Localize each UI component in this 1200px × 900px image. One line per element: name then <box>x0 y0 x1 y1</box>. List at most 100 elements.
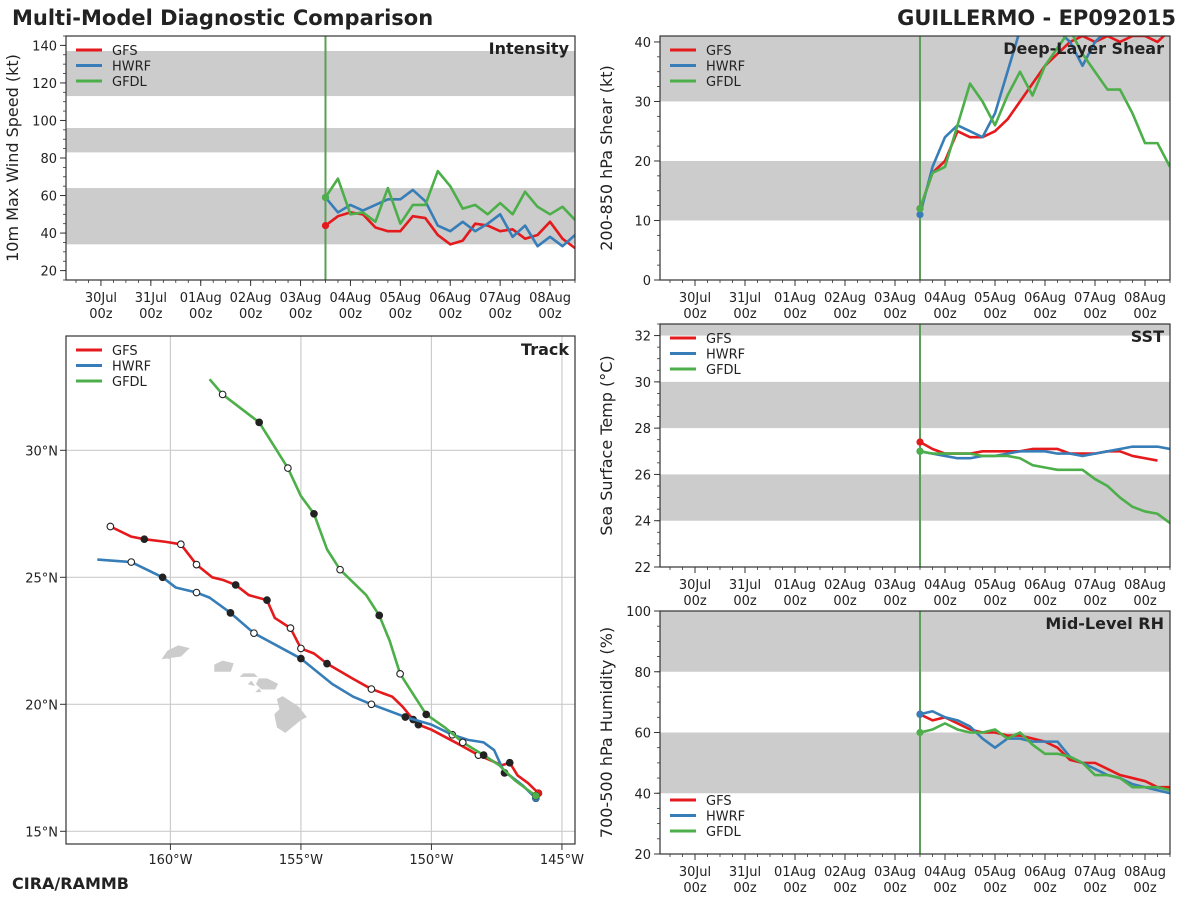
panel-title: Mid-Level RH <box>1045 614 1164 633</box>
series-group <box>916 709 1170 795</box>
x-tick-label: 31Jul <box>729 865 761 880</box>
x-tick-label: 03Aug <box>280 291 322 306</box>
panel-frame <box>65 35 576 281</box>
y-tick-label: 30 <box>634 95 651 110</box>
x-tick-label: 00z <box>1033 307 1057 322</box>
x-tick-label: 07Aug <box>1074 578 1116 593</box>
series-group <box>916 36 1170 219</box>
series-group <box>916 438 1170 525</box>
x-tick-label: 06Aug <box>1024 865 1066 880</box>
x-tick-label: 01Aug <box>774 291 816 306</box>
series-start-point-gfdl <box>916 204 924 213</box>
x-tick-label: 31Jul <box>135 291 167 306</box>
track-marker-gfdl <box>396 669 404 678</box>
storm-name: GUILLERMO - EP092015 <box>897 6 1176 30</box>
x-tick-label: 00z <box>1033 594 1057 609</box>
y-tick-label: 20 <box>40 265 57 280</box>
legend-label-gfs: GFS <box>706 332 732 347</box>
legend-label-hwrf: HWRF <box>112 360 151 375</box>
y-tick-label: 32 <box>634 330 651 345</box>
latitude-label: 25°N <box>25 571 58 586</box>
x-tick-label: 00z <box>783 881 807 896</box>
x-tick-label: 07Aug <box>1074 865 1116 880</box>
x-tick-label: 00z <box>983 881 1007 896</box>
legend-label-hwrf: HWRF <box>112 60 151 75</box>
track-marker-gfs <box>192 560 201 569</box>
y-tick-label: 20 <box>634 155 651 170</box>
track-marker-gfs <box>367 685 376 693</box>
y-tick-label: 80 <box>40 152 57 167</box>
y-tick-label: 60 <box>40 190 57 205</box>
x-tick-label: 30Jul <box>679 865 711 880</box>
x-tick-label: 08Aug <box>1124 291 1166 306</box>
panel-title: Deep-Layer Shear <box>1003 39 1164 58</box>
series-line-hwrf <box>324 188 575 248</box>
series-group <box>321 169 575 250</box>
track-marker-gfdl <box>218 390 227 399</box>
x-tick-label: 08Aug <box>1124 865 1166 880</box>
y-axis-label: 700-500 hPa Humidity (%) <box>597 627 616 838</box>
panel-title: Track <box>521 340 569 359</box>
longitude-label: 160°W <box>148 853 192 868</box>
legend-label-hwrf: HWRF <box>706 810 745 825</box>
series-line-gfdl <box>324 169 575 225</box>
x-tick-label: 00z <box>733 307 757 322</box>
x-tick-label: 00z <box>1083 307 1107 322</box>
track-marker-gfdl <box>255 418 264 427</box>
series-start-point-gfdl <box>916 728 924 737</box>
x-tick-label: 00z <box>933 594 957 609</box>
sst-panel: 30Jul00z31Jul00z01Aug00z02Aug00z03Aug00z… <box>597 323 1171 609</box>
latitude-label: 30°N <box>25 444 58 459</box>
x-tick-label: 00z <box>983 594 1007 609</box>
island-shape <box>255 688 262 693</box>
island-shape <box>161 645 190 660</box>
x-tick-label: 00z <box>783 307 807 322</box>
y-axis-label: 10m Max Wind Speed (kt) <box>3 54 22 262</box>
y-axis-label: 200-850 hPa Shear (kt) <box>597 65 616 251</box>
series-start-point-gfs <box>321 221 330 230</box>
x-tick-label: 00z <box>488 307 512 322</box>
island-shape <box>255 678 279 690</box>
y-tick-label: 26 <box>634 468 651 483</box>
x-tick-label: 30Jul <box>679 291 711 306</box>
legend-label-gfdl: GFDL <box>112 375 148 390</box>
longitude-label: 145°W <box>540 853 584 868</box>
legend-label-gfs: GFS <box>706 794 732 809</box>
x-tick-label: 00z <box>1083 594 1107 609</box>
x-tick-label: 00z <box>1033 881 1057 896</box>
y-tick-label: 40 <box>634 787 651 802</box>
x-tick-label: 00z <box>1133 307 1157 322</box>
series-start-point-gfs <box>916 438 924 446</box>
track-marker-gfdl <box>336 565 344 574</box>
x-tick-label: 00z <box>883 594 907 609</box>
x-tick-label: 05Aug <box>379 291 421 306</box>
track-marker-gfdl <box>458 738 467 747</box>
x-tick-label: 04Aug <box>924 578 966 593</box>
series-start-point-gfdl <box>321 193 330 202</box>
legend-label-hwrf: HWRF <box>706 348 745 363</box>
track-marker-hwrf <box>192 588 201 597</box>
track-marker-gfdl <box>375 611 384 620</box>
y-tick-label: 0 <box>643 274 651 289</box>
legend-label-hwrf: HWRF <box>706 60 745 75</box>
series-line-gfdl <box>918 36 1170 210</box>
legend-label-gfdl: GFDL <box>706 363 742 378</box>
threshold-band <box>66 188 575 245</box>
x-tick-label: 04Aug <box>924 291 966 306</box>
x-tick-label: 07Aug <box>1074 291 1116 306</box>
x-tick-label: 00z <box>983 307 1007 322</box>
panel-frame <box>659 610 1171 855</box>
x-tick-label: 00z <box>883 307 907 322</box>
island-shape <box>274 696 307 733</box>
y-tick-label: 30 <box>634 376 651 391</box>
x-tick-label: 05Aug <box>974 865 1016 880</box>
y-tick-label: 100 <box>32 114 57 129</box>
x-tick-label: 00z <box>389 307 413 322</box>
y-axis-label: Sea Surface Temp (°C) <box>597 355 616 535</box>
legend-label-gfdl: GFDL <box>112 75 148 90</box>
track-marker-gfs <box>505 758 514 767</box>
x-tick-label: 02Aug <box>824 291 866 306</box>
x-tick-label: 03Aug <box>874 578 916 593</box>
track-marker-gfdl <box>310 509 318 518</box>
y-tick-label: 24 <box>634 515 651 530</box>
